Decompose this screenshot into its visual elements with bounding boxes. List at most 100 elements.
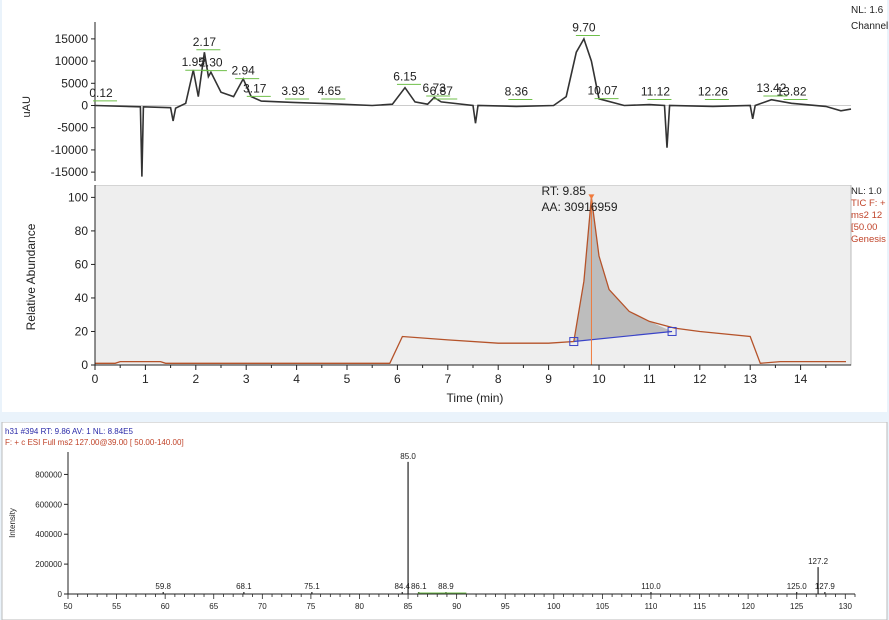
spectrum-x-tick-label: 100 <box>547 602 561 611</box>
uv-peak-label: 6.15 <box>393 69 417 83</box>
spectrum-y-tick-label: 600000 <box>35 500 62 509</box>
tic-integrated-area <box>573 197 673 342</box>
uv-peak-label: 8.36 <box>505 85 529 99</box>
uv-peak-label: 13.42 <box>756 81 786 95</box>
tic-x-tick-label: 11 <box>643 372 656 386</box>
spectrum-y-tick-label: 0 <box>58 590 63 599</box>
tic-rt-label: RT: 9.85 <box>541 185 586 198</box>
spectrum-peak-label: 86.1 <box>411 582 427 591</box>
tic-integration-baseline <box>573 330 673 343</box>
tic-trace-line <box>95 197 846 364</box>
spectrum-x-tick-label: 80 <box>355 602 364 611</box>
uv-peak-label: 12.26 <box>698 85 728 99</box>
tic-x-tick-label: 0 <box>92 372 99 386</box>
tic-area-label: AA: 30916959 <box>541 200 617 214</box>
spectrum-y-tick-label: 800000 <box>35 470 62 479</box>
uv-peak-label: 6.87 <box>430 84 454 98</box>
tic-rt-marker-arrow <box>588 194 595 200</box>
uv-plot-background <box>2 0 887 185</box>
tic-corner-text: ms2 12 <box>851 210 882 221</box>
tic-x-tick-label: 8 <box>495 372 502 386</box>
tic-corner-text: [50.00 <box>851 222 877 233</box>
spectrum-x-tick-label: 60 <box>161 602 170 611</box>
uv-y-tick-label: 10000 <box>55 54 89 68</box>
tic-x-tick-label: 3 <box>243 372 250 386</box>
spectrum-x-tick-label: 125 <box>790 602 804 611</box>
spectrum-y-tick-label: 400000 <box>35 530 62 539</box>
spectrum-peak-label: 68.1 <box>236 582 252 591</box>
uv-peak-label: 9.70 <box>572 21 596 35</box>
spectrum-peak-label: 127.2 <box>808 557 829 566</box>
spectrum-x-tick-label: 95 <box>501 602 510 611</box>
uv-y-tick-label: -15000 <box>51 165 89 179</box>
spectrum-background <box>1 422 888 620</box>
uv-trace-line <box>94 36 852 177</box>
tic-y-tick-label: 100 <box>68 190 88 204</box>
uv-peak-label: 2.94 <box>231 64 255 78</box>
tic-y-tick-label: 60 <box>75 257 89 271</box>
tic-corner-text: TIC F: + <box>851 198 886 209</box>
uv-y-tick-label: 0 <box>81 99 88 113</box>
uv-y-tick-label: -10000 <box>51 143 89 157</box>
tic-y-tick-label: 0 <box>81 358 88 372</box>
spectrum-peak-label: 127.9 <box>815 582 836 591</box>
uv-chromatogram-panel: 15000 10000 5000 0 -5000 -10000 -15000 uAU 0.12 1… <box>2 0 888 185</box>
spectrum-x-tick-label: 110 <box>645 602 658 611</box>
uv-y-tick-label: 15000 <box>55 32 89 46</box>
ms2-spectrum-panel: h31 #394 RT: 9.86 AV: 1 NL: 8.84E5 F: + c… <box>1 422 888 620</box>
tic-corner-text: Genesis <box>851 234 886 245</box>
uv-peak-label: 4.65 <box>318 84 342 98</box>
spectrum-x-tick-label: 65 <box>209 602 218 611</box>
uv-peak-label: 2.17 <box>193 35 217 49</box>
tic-x-tick-label: 5 <box>344 372 351 386</box>
spectrum-x-tick-label: 130 <box>839 602 853 611</box>
uv-y-axis-label: uAU <box>21 96 33 117</box>
uv-peak-label: 11.12 <box>641 85 670 99</box>
tic-x-tick-label: 12 <box>693 372 707 386</box>
tic-x-tick-label: 6 <box>394 372 401 386</box>
tic-x-tick-label: 10 <box>592 372 606 386</box>
tic-baseline-start-handle <box>569 337 579 347</box>
spectrum-x-tick-label: 90 <box>452 602 461 611</box>
uv-peak-label: 10.07 <box>588 84 618 98</box>
spectrum-header-filter: F: + c ESI Full ms2 127.00@39.00 [ 50.00… <box>5 438 184 447</box>
tic-x-axis-label: Time (min) <box>447 391 504 405</box>
spectrum-peak-label: 88.9 <box>438 582 454 591</box>
uv-peak-label: 3.17 <box>243 81 267 95</box>
tic-y-tick-label: 80 <box>75 224 89 238</box>
spectrum-x-tick-label: 115 <box>693 602 706 611</box>
spectrum-x-tick-label: 55 <box>112 602 121 611</box>
spectrum-y-axis-label: Intensity <box>8 508 17 538</box>
uv-y-tick-label: -5000 <box>57 121 88 135</box>
spectrum-x-tick-label: 75 <box>306 602 315 611</box>
uv-peak-label: 6.73 <box>423 81 447 95</box>
tic-plot-area <box>94 185 852 366</box>
uv-peak-label: 3.93 <box>281 84 305 98</box>
spectrum-peak-label: 59.8 <box>155 582 171 591</box>
spectrum-x-tick-label: 50 <box>64 602 73 611</box>
uv-y-tick-label: 5000 <box>61 76 88 90</box>
tic-y-tick-label: 40 <box>75 291 89 305</box>
tic-x-tick-label: 1 <box>142 372 149 386</box>
spectrum-y-tick-label: 200000 <box>35 560 62 569</box>
tic-x-tick-label: 14 <box>794 372 808 386</box>
tic-baseline-end-handle <box>667 326 677 336</box>
uv-corner-text: NL: 1.6 <box>851 5 884 16</box>
uv-peak-label: 13.82 <box>777 85 807 99</box>
spectrum-peak-label: 125.0 <box>787 582 808 591</box>
spectrum-x-tick-label: 85 <box>404 602 413 611</box>
tic-x-tick-label: 9 <box>545 372 552 386</box>
spectrum-x-tick-label: 70 <box>258 602 267 611</box>
tic-y-tick-label: 20 <box>75 324 89 338</box>
spectrum-x-tick-label: 105 <box>596 602 610 611</box>
uv-peak-label: 0.12 <box>89 86 113 100</box>
uv-peak-label: 2.30 <box>199 56 223 70</box>
spectrum-peak-label: 75.1 <box>304 582 320 591</box>
spectrum-x-tick-label: 120 <box>741 602 755 611</box>
tic-x-tick-label: 2 <box>192 372 199 386</box>
spectrum-peak-label: 110.0 <box>641 582 661 591</box>
spectrum-peak-label: 85.0 <box>400 452 416 461</box>
tic-x-tick-label: 4 <box>293 372 300 386</box>
uv-peak-label: 1.95 <box>182 55 206 69</box>
